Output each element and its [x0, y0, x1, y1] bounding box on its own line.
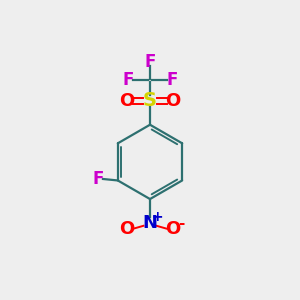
Text: F: F — [144, 53, 156, 71]
Text: O: O — [119, 92, 135, 110]
Text: F: F — [92, 170, 103, 188]
Text: F: F — [122, 71, 134, 89]
Text: S: S — [143, 92, 157, 110]
Text: O: O — [165, 220, 181, 238]
Text: +: + — [152, 211, 163, 224]
Text: O: O — [119, 220, 135, 238]
Text: N: N — [142, 214, 158, 232]
Text: -: - — [178, 216, 185, 231]
Text: F: F — [166, 71, 178, 89]
Text: O: O — [165, 92, 181, 110]
